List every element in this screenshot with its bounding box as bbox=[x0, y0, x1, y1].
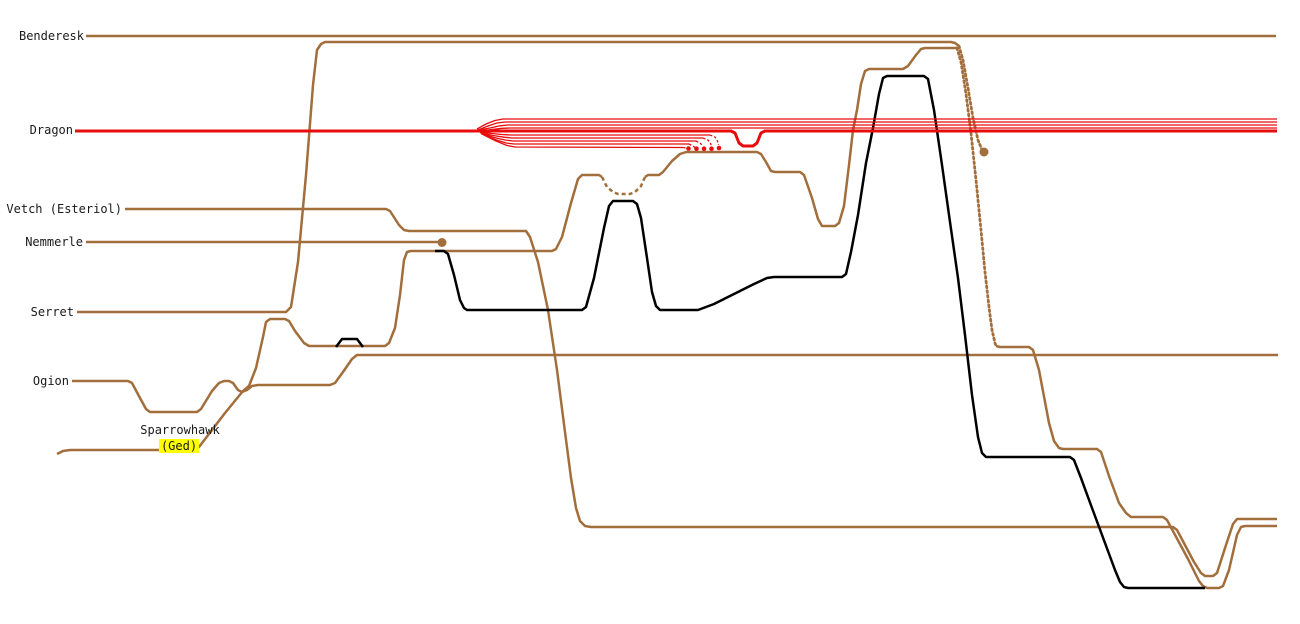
dragon-branch-up-4 bbox=[479, 127, 1277, 132]
dragon-death-dot-5 bbox=[716, 145, 722, 151]
serret-death-dot bbox=[979, 147, 989, 157]
dragon-death-dot-3 bbox=[701, 146, 707, 151]
label-ogion: Ogion bbox=[32, 374, 69, 388]
serret-line bbox=[77, 40, 960, 314]
ged-line-3 bbox=[995, 344, 1277, 590]
dragon-death-curve-3 bbox=[695, 140, 704, 147]
ged-lowtorning-dip bbox=[600, 176, 647, 196]
dragon-branch-down-2 bbox=[479, 131, 703, 139]
dragon-branch-up-3 bbox=[478, 124, 1277, 131]
label-benderesk: Benderesk bbox=[18, 29, 84, 43]
label-serret: Serret bbox=[30, 305, 74, 319]
shadow-first-appearance bbox=[335, 337, 364, 348]
label-nemmerle: Nemmerle bbox=[25, 235, 83, 249]
dragon-death-dot-4 bbox=[709, 146, 714, 151]
dragon-death-curve-1 bbox=[709, 134, 720, 146]
dragon-branch-up-2 bbox=[477, 121, 1277, 131]
dragon-branch-down-3 bbox=[480, 132, 696, 142]
serret-flight bbox=[957, 44, 984, 152]
ged-line-1 bbox=[56, 173, 603, 456]
label-vetch: Vetch (Esteriol) bbox=[6, 202, 122, 216]
dragon-death-curve-5 bbox=[682, 146, 688, 149]
ged-flight bbox=[955, 46, 998, 348]
dragon-branch-down-5 bbox=[481, 133, 684, 149]
dragon-main-line bbox=[75, 129, 1277, 148]
label-dragon: Dragon bbox=[29, 123, 73, 137]
dragon-death-dot-2 bbox=[694, 146, 699, 151]
shadow-line bbox=[435, 74, 1205, 590]
label-ged: (Ged) bbox=[158, 439, 200, 453]
dragon-death-curve-2 bbox=[702, 137, 713, 147]
label-sparrowhawk: Sparrowhawk bbox=[140, 423, 220, 437]
vetch-line bbox=[125, 207, 1277, 578]
dragon-death-dot-1 bbox=[686, 146, 691, 151]
ged-line-2 bbox=[644, 46, 957, 228]
ogion-line bbox=[72, 353, 1278, 414]
dragon-branch-down-1 bbox=[479, 131, 710, 136]
nemmerle-death-dot bbox=[437, 238, 447, 247]
dragon-branch-up-1 bbox=[476, 118, 1277, 130]
